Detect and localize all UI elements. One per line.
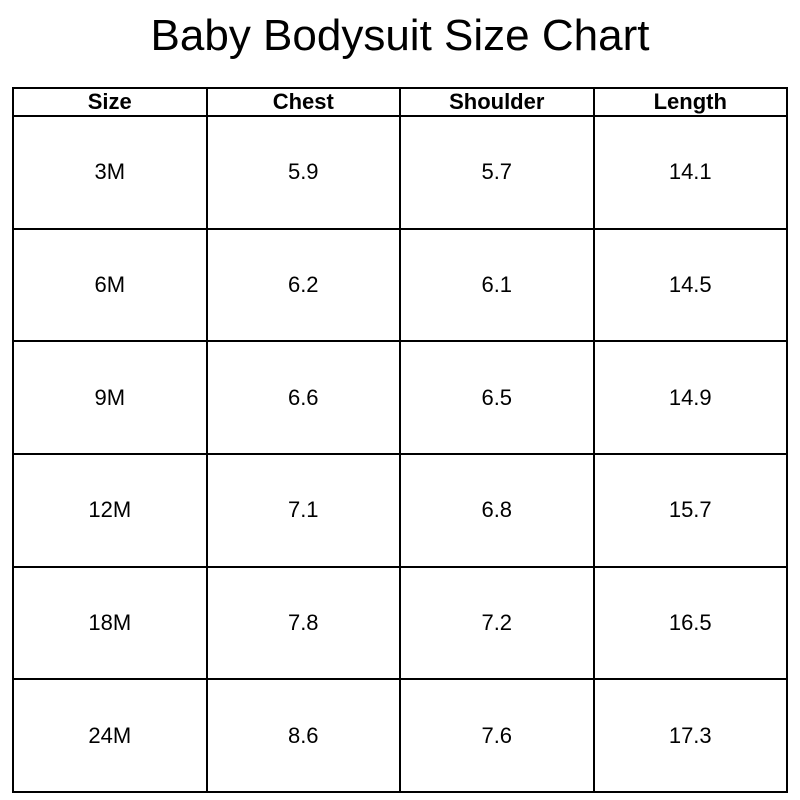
table-row: 24M 8.6 7.6 17.3 <box>12 678 788 793</box>
cell-shoulder: 5.7 <box>399 115 595 230</box>
cell-shoulder: 6.8 <box>399 452 595 568</box>
cell-length: 14.1 <box>592 115 788 230</box>
cell-shoulder: 6.5 <box>399 340 595 455</box>
header-length: Length <box>592 87 788 117</box>
cell-shoulder: 6.1 <box>399 227 595 343</box>
header-size: Size <box>12 87 208 117</box>
cell-size: 6M <box>12 227 208 343</box>
cell-chest: 6.2 <box>205 227 401 343</box>
cell-size: 3M <box>12 115 208 230</box>
cell-length: 16.5 <box>592 565 788 681</box>
cell-shoulder: 7.2 <box>399 565 595 681</box>
cell-length: 14.9 <box>592 340 788 455</box>
table-header-row: Size Chest Shoulder Length <box>12 87 788 117</box>
cell-shoulder: 7.6 <box>399 678 595 793</box>
cell-chest: 5.9 <box>205 115 401 230</box>
page-title: Baby Bodysuit Size Chart <box>150 11 650 60</box>
header-shoulder: Shoulder <box>399 87 595 117</box>
table-row: 9M 6.6 6.5 14.9 <box>12 340 788 455</box>
header-chest: Chest <box>205 87 401 117</box>
cell-length: 14.5 <box>592 227 788 343</box>
cell-chest: 7.1 <box>205 452 401 568</box>
cell-chest: 8.6 <box>205 678 401 793</box>
cell-length: 15.7 <box>592 452 788 568</box>
table-row: 3M 5.9 5.7 14.1 <box>12 115 788 230</box>
cell-size: 9M <box>12 340 208 455</box>
cell-size: 24M <box>12 678 208 793</box>
table-row: 6M 6.2 6.1 14.5 <box>12 227 788 343</box>
cell-size: 12M <box>12 452 208 568</box>
cell-chest: 7.8 <box>205 565 401 681</box>
cell-size: 18M <box>12 565 208 681</box>
cell-chest: 6.6 <box>205 340 401 455</box>
table-row: 12M 7.1 6.8 15.7 <box>12 452 788 568</box>
cell-length: 17.3 <box>592 678 788 793</box>
size-chart-table: Size Chest Shoulder Length 3M 5.9 5.7 14.1 6… <box>12 87 788 793</box>
table-row: 18M 7.8 7.2 16.5 <box>12 565 788 681</box>
